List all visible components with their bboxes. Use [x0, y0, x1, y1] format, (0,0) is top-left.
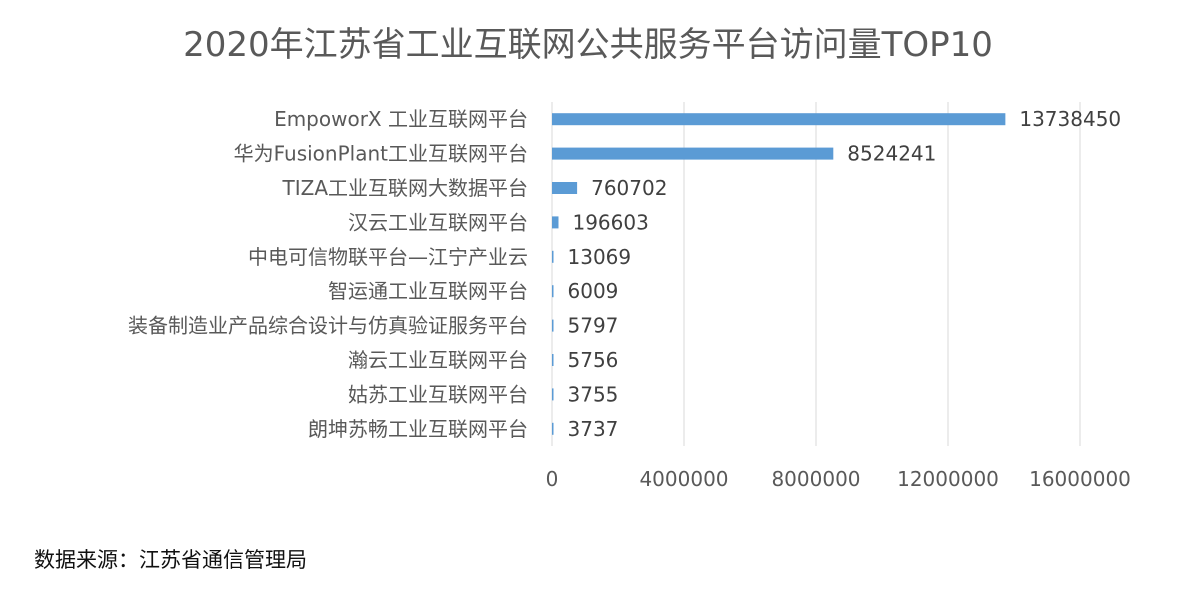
value-label: 6009 — [568, 279, 619, 303]
source-note: 数据来源：江苏省通信管理局 — [34, 548, 307, 572]
bar — [552, 250, 554, 263]
bar — [552, 388, 554, 401]
bar — [552, 216, 559, 229]
x-tick-label: 8000000 — [771, 467, 860, 491]
bar — [552, 285, 554, 298]
value-label: 3755 — [568, 382, 619, 406]
x-tick-label: 0 — [546, 467, 559, 491]
bar — [552, 147, 834, 160]
category-label: 华为FusionPlant工业互联网平台 — [234, 142, 528, 166]
bar — [552, 182, 578, 194]
value-label: 3737 — [568, 417, 619, 441]
value-label: 760702 — [591, 176, 667, 200]
category-label: EmpoworX 工业互联网平台 — [274, 107, 528, 131]
category-label: 智运通工业互联网平台 — [328, 279, 528, 303]
chart-title: 2020年江苏省工业互联网公共服务平台访问量TOP10 — [183, 25, 993, 65]
bar — [552, 319, 554, 332]
category-label: 中电可信物联平台—江宁产业云 — [248, 245, 528, 269]
value-label: 8524241 — [847, 142, 936, 166]
bar — [552, 113, 1006, 126]
bars — [552, 113, 1006, 435]
bar — [552, 422, 554, 435]
category-label: 汉云工业互联网平台 — [348, 210, 528, 234]
value-label: 13069 — [568, 245, 632, 269]
value-label: 5797 — [568, 314, 619, 338]
category-label: TIZA工业互联网大数据平台 — [282, 176, 529, 200]
value-label: 5756 — [568, 348, 619, 372]
value-label: 13738450 — [1019, 107, 1121, 131]
category-label: 朗坤苏畅工业互联网平台 — [308, 417, 528, 441]
category-label: 装备制造业产品综合设计与仿真验证服务平台 — [128, 314, 528, 338]
x-tick-label: 12000000 — [897, 467, 999, 491]
category-label: 姑苏工业互联网平台 — [348, 382, 528, 406]
x-tick-label: 4000000 — [639, 467, 728, 491]
value-label: 196603 — [572, 210, 648, 234]
bar — [552, 354, 554, 366]
x-tick-label: 16000000 — [1029, 467, 1131, 491]
value-labels: 13738450 8524241 760702 196603 13069 6009 5797… — [568, 107, 1122, 441]
category-label: 瀚云工业互联网平台 — [348, 348, 528, 372]
x-axis-ticks: 0 4000000 8000000 12000000 16000000 — [546, 467, 1131, 491]
